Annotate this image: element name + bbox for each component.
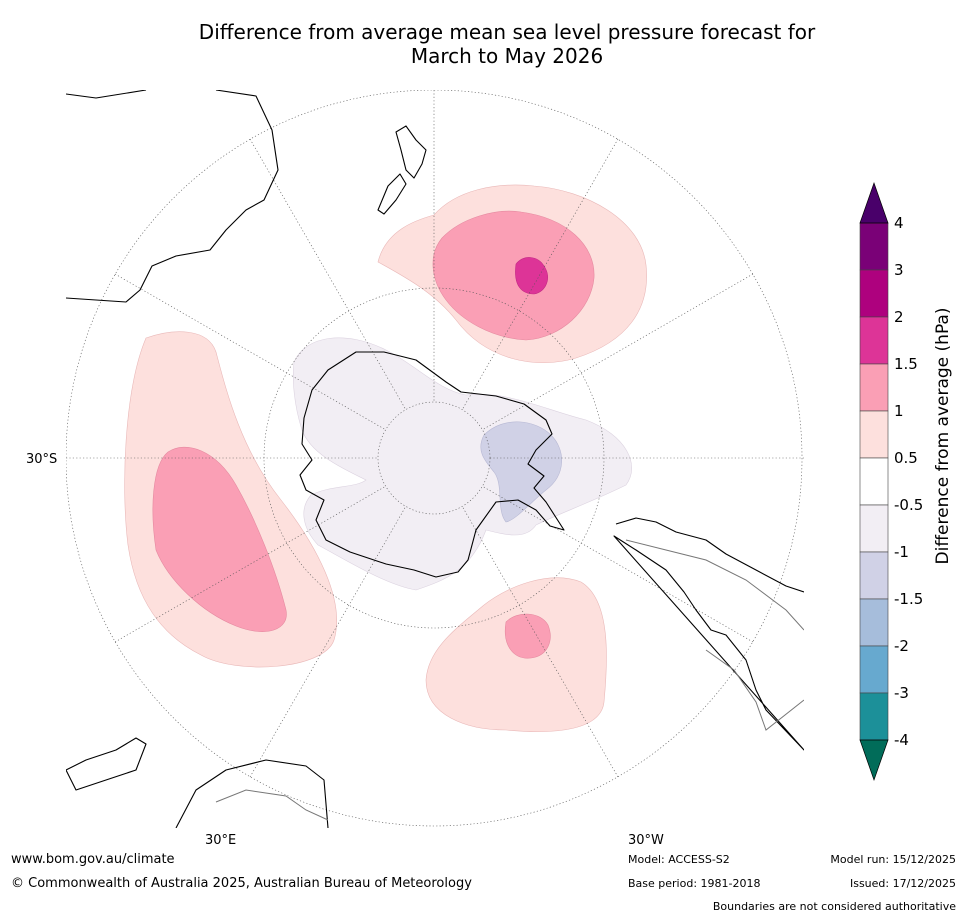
coastlines bbox=[66, 90, 804, 828]
coast-south-america bbox=[613, 517, 804, 751]
colorbar: 4 3 2 1.5 1 0.5 -0.5 -1 -1.5 -2 -3 -4 Difference fr… bbox=[859, 181, 953, 782]
colorbar-band bbox=[859, 410, 889, 459]
title-line-2: March to May 2026 bbox=[410, 44, 604, 68]
model-text: Model: ACCESS-S2 bbox=[628, 853, 730, 866]
meridian-150e bbox=[249, 138, 407, 411]
colorbar-under-arrow bbox=[859, 739, 889, 782]
meridian-60e bbox=[114, 485, 387, 643]
colorbar-band bbox=[859, 457, 889, 506]
colorbar-ticks: 4 3 2 1.5 1 0.5 -0.5 -1 -1.5 -2 -3 -4 bbox=[894, 214, 923, 749]
colorbar-tick-label: -1 bbox=[894, 543, 909, 561]
longitude-label-30w: 30°W bbox=[628, 833, 664, 848]
anomaly-positive-high-southwest-pacific bbox=[515, 257, 548, 295]
anomaly-positive-mid-south-atlantic bbox=[152, 446, 287, 632]
colorbar-tick-label: 4 bbox=[894, 214, 904, 232]
colorbar-tick-label: 3 bbox=[894, 261, 904, 279]
issued-text: Issued: 17/12/2025 bbox=[849, 877, 956, 890]
borders bbox=[215, 539, 804, 821]
colorbar-band bbox=[859, 551, 889, 600]
colorbar-band bbox=[859, 692, 889, 741]
coast-antarctica bbox=[299, 351, 565, 578]
colorbar-tick-label: -3 bbox=[894, 684, 909, 702]
latitude-label-30s: 30°S bbox=[26, 452, 58, 467]
anomaly-positive-mid-southwest-pacific bbox=[432, 210, 595, 341]
colorbar-band bbox=[859, 363, 889, 412]
colorbar-bands bbox=[859, 222, 889, 741]
base-period-text: Base period: 1981-2018 bbox=[628, 877, 761, 890]
anomaly-negative-mid-drake bbox=[480, 421, 562, 523]
colorbar-over-arrow bbox=[859, 181, 889, 224]
colorbar-band bbox=[859, 645, 889, 694]
colorbar-tick-label: 2 bbox=[894, 308, 904, 326]
model-run-text: Model run: 15/12/2025 bbox=[830, 853, 956, 866]
meridian-30w bbox=[461, 505, 619, 778]
border-south-america bbox=[625, 539, 804, 631]
anomaly-negative-low-antarctica bbox=[292, 337, 632, 591]
colorbar-tick-label: -1.5 bbox=[894, 590, 923, 608]
copyright-text: © Commonwealth of Australia 2025, Austra… bbox=[11, 876, 472, 891]
polar-map bbox=[66, 90, 804, 828]
graticule bbox=[66, 90, 804, 827]
colorbar-band bbox=[859, 269, 889, 318]
chart-title: Difference from average mean sea level p… bbox=[0, 20, 965, 68]
meridian-150w bbox=[461, 138, 619, 411]
coast-australia bbox=[66, 90, 279, 303]
website-link[interactable]: www.bom.gov.au/climate bbox=[11, 852, 175, 867]
colorbar-tick-label: 0.5 bbox=[894, 449, 918, 467]
anomaly-positive-mid-southeast-pacific bbox=[504, 613, 551, 659]
meridian-120w bbox=[481, 273, 754, 431]
title-line-1: Difference from average mean sea level p… bbox=[198, 20, 816, 44]
coast-africa bbox=[66, 737, 329, 828]
longitude-label-30e: 30°E bbox=[205, 833, 237, 848]
colorbar-band bbox=[859, 222, 889, 271]
coast-new-zealand bbox=[377, 125, 427, 215]
colorbar-tick-label: -2 bbox=[894, 637, 909, 655]
latitude-circle-30s bbox=[66, 90, 803, 827]
meridian-120e bbox=[114, 273, 387, 431]
border-africa bbox=[215, 789, 329, 821]
colorbar-tick-label: 1.5 bbox=[894, 355, 918, 373]
colorbar-tick-label: 1 bbox=[894, 402, 904, 420]
colorbar-band bbox=[859, 316, 889, 365]
colorbar-tick-label: -0.5 bbox=[894, 496, 923, 514]
colorbar-band bbox=[859, 504, 889, 553]
meridian-30e bbox=[249, 505, 407, 778]
colorbar-tick-label: -4 bbox=[894, 731, 909, 749]
colorbar-band bbox=[859, 598, 889, 647]
border-south-america-2 bbox=[705, 649, 804, 731]
disclaimer-text: Boundaries are not considered authoritat… bbox=[712, 900, 956, 913]
colorbar-label: Difference from average (hPa) bbox=[933, 308, 953, 565]
meridian-60w bbox=[481, 485, 754, 643]
